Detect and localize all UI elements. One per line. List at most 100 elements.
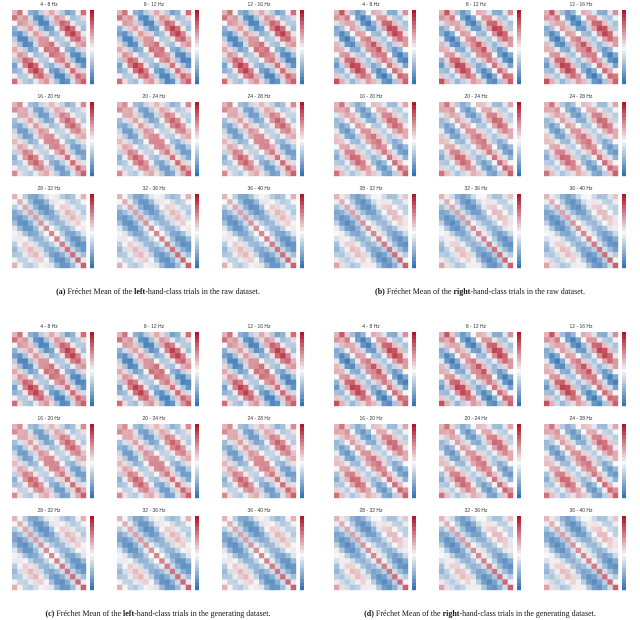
heatmap-cell bbox=[43, 455, 50, 462]
heatmap-cell bbox=[80, 194, 87, 200]
heatmap-cell bbox=[175, 390, 181, 396]
heatmap-cell bbox=[381, 170, 388, 177]
heatmap-cell bbox=[253, 262, 260, 269]
colorbar bbox=[412, 54, 416, 59]
heatmap-cell bbox=[159, 78, 165, 85]
heatmap-cell bbox=[122, 262, 128, 269]
heatmap-cell bbox=[274, 117, 281, 124]
heatmap-cell bbox=[54, 429, 60, 435]
heatmap-cell bbox=[70, 363, 76, 370]
heatmap-cell bbox=[602, 209, 608, 216]
heatmap-cell bbox=[497, 57, 503, 64]
heatmap-cell bbox=[180, 20, 186, 27]
heatmap-cell bbox=[227, 62, 233, 69]
heatmap-cell bbox=[253, 78, 260, 85]
heatmap-cell bbox=[169, 434, 176, 441]
heatmap-cell bbox=[54, 199, 60, 205]
heatmap-cell bbox=[185, 482, 192, 488]
heatmap-cell bbox=[586, 199, 592, 205]
heatmap-cell bbox=[222, 31, 228, 37]
heatmap-cell bbox=[169, 424, 176, 430]
heatmap-cell bbox=[402, 73, 409, 79]
heatmap-cell bbox=[554, 117, 561, 124]
heatmap-cell bbox=[559, 165, 566, 171]
colorbar bbox=[412, 194, 416, 198]
heatmap-cell bbox=[175, 154, 181, 161]
heatmap-cell bbox=[127, 439, 134, 446]
heatmap-cell bbox=[148, 57, 155, 64]
heatmap-cell bbox=[138, 204, 144, 211]
colorbar bbox=[412, 28, 416, 33]
heatmap-cell bbox=[138, 252, 144, 258]
heatmap-cell bbox=[570, 36, 576, 42]
heatmap-cell bbox=[164, 165, 171, 171]
heatmap-cell bbox=[507, 47, 514, 53]
heatmap-cell bbox=[12, 241, 18, 248]
heatmap-cell bbox=[575, 225, 582, 232]
heatmap-cell bbox=[591, 225, 598, 232]
heatmap-cell bbox=[559, 25, 566, 32]
heatmap-cell bbox=[54, 471, 60, 478]
heatmap-cell bbox=[586, 128, 592, 134]
heatmap-cell bbox=[54, 445, 60, 451]
heatmap-cell bbox=[612, 236, 619, 242]
heatmap-cell bbox=[581, 52, 587, 58]
heatmap-cell bbox=[439, 73, 445, 79]
heatmap-cell bbox=[17, 374, 23, 380]
heatmap-cell bbox=[122, 57, 128, 64]
colorbar bbox=[517, 242, 521, 246]
heatmap-cell bbox=[269, 57, 276, 64]
heatmap-cell bbox=[444, 165, 450, 171]
heatmap-cell bbox=[164, 15, 171, 21]
heatmap-cell bbox=[248, 246, 254, 253]
heatmap-cell bbox=[290, 57, 297, 64]
heatmap-cell bbox=[476, 262, 482, 269]
heatmap-cell bbox=[148, 112, 155, 119]
heatmap-cell bbox=[243, 25, 249, 32]
heatmap-cell bbox=[38, 332, 44, 338]
heatmap-cell bbox=[143, 471, 149, 478]
heatmap-cell bbox=[339, 117, 345, 124]
heatmap-cell bbox=[344, 246, 351, 253]
heatmap-cell bbox=[70, 353, 76, 359]
heatmap-cell bbox=[75, 231, 81, 237]
heatmap-cell bbox=[175, 257, 181, 263]
heatmap-cell bbox=[371, 62, 377, 69]
heatmap-cell bbox=[159, 220, 165, 226]
heatmap-cell bbox=[465, 160, 471, 166]
heatmap-cell bbox=[33, 144, 39, 150]
heatmap-cell bbox=[470, 47, 477, 53]
heatmap-cell bbox=[285, 112, 291, 119]
heatmap-cell bbox=[169, 358, 176, 364]
heatmap-cell bbox=[559, 209, 566, 216]
heatmap-cell bbox=[75, 379, 81, 386]
colorbar bbox=[90, 80, 94, 85]
heatmap-cell bbox=[591, 241, 598, 248]
heatmap-cell bbox=[180, 112, 186, 119]
heatmap-cell bbox=[581, 154, 587, 161]
heatmap-cell bbox=[470, 144, 477, 150]
heatmap-cell bbox=[344, 241, 351, 248]
heatmap-cell bbox=[117, 332, 123, 338]
heatmap-cell bbox=[148, 482, 155, 488]
heatmap-cell bbox=[586, 62, 592, 69]
heatmap-cell bbox=[491, 257, 498, 263]
heatmap-cell bbox=[154, 455, 160, 462]
heatmap-cell bbox=[169, 236, 176, 242]
heatmap-cell bbox=[502, 57, 508, 64]
heatmap-cell bbox=[497, 257, 503, 263]
heatmap-cell bbox=[143, 476, 149, 483]
heatmap-cell bbox=[334, 220, 340, 226]
colorbar bbox=[195, 205, 199, 209]
heatmap-cell bbox=[169, 170, 176, 177]
heatmap-cell bbox=[248, 47, 254, 53]
heatmap-cell bbox=[253, 342, 260, 349]
colorbar bbox=[300, 249, 304, 254]
colorbar bbox=[90, 475, 94, 480]
heatmap-cell bbox=[439, 149, 445, 156]
heatmap-cell bbox=[75, 353, 81, 359]
heatmap-cell bbox=[75, 332, 81, 338]
heatmap-cell bbox=[486, 15, 493, 21]
heatmap-cell bbox=[497, 262, 503, 269]
heatmap-cell bbox=[612, 112, 619, 119]
